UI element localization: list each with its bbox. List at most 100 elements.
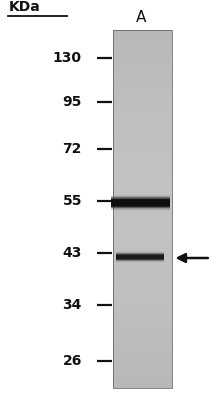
Bar <box>116 260 164 262</box>
Bar <box>113 65 172 67</box>
Bar <box>113 98 172 99</box>
Bar <box>113 62 172 64</box>
Bar <box>113 282 172 284</box>
Bar <box>116 260 164 262</box>
Bar <box>116 255 164 257</box>
Bar <box>113 84 172 86</box>
Bar <box>113 277 172 278</box>
Bar <box>113 122 172 123</box>
Bar <box>113 90 172 92</box>
Bar <box>111 197 170 199</box>
Bar <box>113 281 172 283</box>
Bar <box>111 194 170 196</box>
Bar <box>113 198 172 200</box>
Bar <box>113 190 172 191</box>
Bar <box>113 154 172 155</box>
Bar <box>116 260 164 262</box>
Bar <box>113 105 172 106</box>
Bar <box>111 198 170 200</box>
Bar <box>113 130 172 132</box>
Bar <box>113 222 172 223</box>
Bar <box>111 210 170 212</box>
Bar <box>111 202 170 204</box>
Bar <box>113 231 172 233</box>
Bar <box>113 217 172 218</box>
Bar <box>113 120 172 122</box>
Bar <box>113 96 172 98</box>
Bar <box>111 198 170 201</box>
Bar <box>113 212 172 214</box>
Bar <box>113 161 172 162</box>
Bar <box>113 300 172 302</box>
Bar <box>111 201 170 204</box>
Bar <box>111 198 170 200</box>
Bar <box>113 92 172 93</box>
Bar <box>113 44 172 46</box>
Bar <box>113 202 172 203</box>
Bar <box>113 350 172 351</box>
Bar <box>113 137 172 138</box>
Bar <box>116 254 164 256</box>
Bar <box>113 243 172 245</box>
Bar <box>113 117 172 118</box>
Bar <box>113 323 172 325</box>
Bar <box>113 326 172 327</box>
Bar <box>116 253 164 255</box>
Bar <box>113 253 172 254</box>
Bar <box>113 304 172 306</box>
Bar <box>113 267 172 269</box>
Bar <box>113 348 172 350</box>
Bar <box>113 52 172 54</box>
Bar <box>113 370 172 371</box>
Bar <box>113 249 172 251</box>
Bar <box>113 359 172 360</box>
Bar <box>113 224 172 226</box>
Bar <box>113 314 172 315</box>
Bar <box>113 373 172 375</box>
Bar <box>111 208 170 211</box>
Bar <box>113 164 172 166</box>
Bar <box>116 252 164 254</box>
Bar <box>116 251 164 253</box>
Bar <box>113 196 172 197</box>
Bar <box>113 58 172 60</box>
Bar <box>113 354 172 356</box>
Bar <box>113 38 172 40</box>
Bar <box>111 210 170 213</box>
Bar <box>113 234 172 235</box>
Bar <box>111 208 170 210</box>
Text: 72: 72 <box>63 142 82 156</box>
Bar <box>113 101 172 103</box>
Bar <box>116 259 164 261</box>
Bar <box>113 88 172 90</box>
Bar <box>113 166 172 167</box>
Bar <box>113 247 172 248</box>
Bar <box>113 134 172 135</box>
Bar <box>113 360 172 362</box>
Bar <box>113 66 172 68</box>
Bar <box>113 236 172 238</box>
Bar <box>113 338 172 339</box>
Bar <box>113 81 172 82</box>
Bar <box>116 250 164 252</box>
Bar <box>113 355 172 357</box>
Bar <box>111 199 170 201</box>
Bar <box>113 336 172 338</box>
Bar <box>113 114 172 116</box>
Bar <box>113 187 172 189</box>
Bar <box>113 214 172 216</box>
Bar <box>113 321 172 322</box>
Bar <box>113 46 172 48</box>
Bar <box>113 366 172 368</box>
Bar <box>113 371 172 372</box>
Bar <box>113 146 172 148</box>
Bar <box>113 75 172 76</box>
Bar <box>113 376 172 377</box>
Bar <box>113 250 172 252</box>
Bar <box>113 383 172 384</box>
Bar <box>113 316 172 318</box>
Bar <box>113 111 172 112</box>
Bar <box>116 253 164 255</box>
Bar <box>113 116 172 117</box>
Bar <box>113 51 172 53</box>
